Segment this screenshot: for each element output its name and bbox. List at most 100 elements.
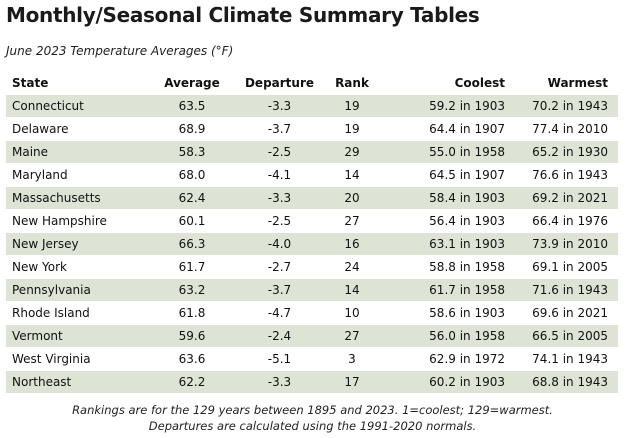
cell-rank: 20 — [327, 186, 377, 210]
cell-coolest: 64.5 in 1907 — [377, 163, 505, 187]
cell-coolest: 58.8 in 1958 — [377, 255, 505, 279]
cell-rank: 27 — [327, 324, 377, 348]
cell-rank: 3 — [327, 347, 377, 371]
cell-state: Northeast — [6, 370, 152, 393]
cell-rank: 16 — [327, 232, 377, 256]
cell-warmest: 74.1 in 1943 — [505, 347, 618, 371]
cell-rank: 19 — [327, 94, 377, 118]
cell-average: 62.4 — [152, 186, 232, 210]
table-row: West Virginia 63.6 -5.1 3 62.9 in 1972 74.1 i… — [6, 347, 618, 371]
cell-state: New York — [6, 255, 152, 279]
cell-coolest: 60.2 in 1903 — [377, 370, 505, 393]
cell-average: 66.3 — [152, 232, 232, 256]
cell-average: 61.8 — [152, 301, 232, 325]
cell-warmest: 73.9 in 2010 — [505, 232, 618, 256]
table-row: New Jersey 66.3 -4.0 16 63.1 in 1903 73.9 in … — [6, 232, 618, 256]
climate-summary-table: State Average Departure Rank Coolest War… — [6, 72, 618, 393]
cell-warmest: 71.6 in 1943 — [505, 278, 618, 302]
cell-rank: 10 — [327, 301, 377, 325]
table-body: Connecticut 63.5 -3.3 19 59.2 in 1903 70.2 in… — [6, 94, 618, 393]
cell-departure: -2.7 — [232, 255, 327, 279]
cell-warmest: 66.5 in 2005 — [505, 324, 618, 348]
cell-average: 68.0 — [152, 163, 232, 187]
cell-coolest: 62.9 in 1972 — [377, 347, 505, 371]
cell-rank: 14 — [327, 278, 377, 302]
footnote-rankings: Rankings are for the 129 years between 1… — [72, 403, 553, 417]
cell-coolest: 56.0 in 1958 — [377, 324, 505, 348]
cell-average: 68.9 — [152, 117, 232, 141]
table-row: Pennsylvania 63.2 -3.7 14 61.7 in 1958 71.6 i… — [6, 278, 618, 302]
cell-coolest: 61.7 in 1958 — [377, 278, 505, 302]
cell-coolest: 64.4 in 1907 — [377, 117, 505, 141]
cell-warmest: 69.2 in 2021 — [505, 186, 618, 210]
cell-average: 61.7 — [152, 255, 232, 279]
cell-rank: 27 — [327, 209, 377, 233]
cell-warmest: 68.8 in 1943 — [505, 370, 618, 393]
footnote-departures: Departures are calculated using the 1991… — [148, 419, 477, 433]
cell-average: 63.5 — [152, 94, 232, 118]
table-subtitle: June 2023 Temperature Averages (°F) — [6, 44, 234, 58]
table-row: Delaware 68.9 -3.7 19 64.4 in 1907 77.4 in 20… — [6, 117, 618, 141]
footnotes: Rankings are for the 129 years between 1… — [0, 402, 625, 434]
header-state: State — [12, 76, 49, 90]
table-row: New York 61.7 -2.7 24 58.8 in 1958 69.1 in 20… — [6, 255, 618, 279]
cell-warmest: 70.2 in 1943 — [505, 94, 618, 118]
cell-average: 62.2 — [152, 370, 232, 393]
page-title: Monthly/Seasonal Climate Summary Tables — [6, 3, 480, 27]
header-coolest: Coolest — [454, 76, 505, 90]
cell-coolest: 58.6 in 1903 — [377, 301, 505, 325]
table-row: Rhode Island 61.8 -4.7 10 58.6 in 1903 69.6 i… — [6, 301, 618, 325]
cell-coolest: 55.0 in 1958 — [377, 140, 505, 164]
cell-state: Connecticut — [6, 94, 152, 118]
cell-state: Vermont — [6, 324, 152, 348]
cell-state: Maine — [6, 140, 152, 164]
cell-state: Massachusetts — [6, 186, 152, 210]
cell-departure: -4.0 — [232, 232, 327, 256]
table-row: Connecticut 63.5 -3.3 19 59.2 in 1903 70.2 in… — [6, 94, 618, 118]
header-warmest: Warmest — [547, 76, 608, 90]
cell-departure: -3.3 — [232, 186, 327, 210]
cell-departure: -3.7 — [232, 117, 327, 141]
cell-rank: 14 — [327, 163, 377, 187]
cell-departure: -3.3 — [232, 94, 327, 118]
cell-warmest: 77.4 in 2010 — [505, 117, 618, 141]
cell-average: 63.6 — [152, 347, 232, 371]
cell-state: Pennsylvania — [6, 278, 152, 302]
cell-warmest: 65.2 in 1930 — [505, 140, 618, 164]
header-departure: Departure — [244, 76, 315, 90]
table-row: Massachusetts 62.4 -3.3 20 58.4 in 1903 69.2 … — [6, 186, 618, 210]
cell-coolest: 59.2 in 1903 — [377, 94, 505, 118]
cell-coolest: 63.1 in 1903 — [377, 232, 505, 256]
cell-average: 59.6 — [152, 324, 232, 348]
cell-state: New Hampshire — [6, 209, 152, 233]
cell-rank: 19 — [327, 117, 377, 141]
cell-warmest: 69.1 in 2005 — [505, 255, 618, 279]
cell-departure: -3.3 — [232, 370, 327, 393]
table-row: New Hampshire 60.1 -2.5 27 56.4 in 1903 66.4 … — [6, 209, 618, 233]
cell-warmest: 66.4 in 1976 — [505, 209, 618, 233]
cell-average: 63.2 — [152, 278, 232, 302]
cell-departure: -4.1 — [232, 163, 327, 187]
cell-departure: -3.7 — [232, 278, 327, 302]
cell-state: West Virginia — [6, 347, 152, 371]
cell-state: Rhode Island — [6, 301, 152, 325]
table-row: Maine 58.3 -2.5 29 55.0 in 1958 65.2 in 1930 — [6, 140, 618, 164]
table-row: Maryland 68.0 -4.1 14 64.5 in 1907 76.6 in 19… — [6, 163, 618, 187]
cell-departure: -4.7 — [232, 301, 327, 325]
cell-state: Delaware — [6, 117, 152, 141]
cell-average: 58.3 — [152, 140, 232, 164]
cell-coolest: 56.4 in 1903 — [377, 209, 505, 233]
cell-departure: -2.4 — [232, 324, 327, 348]
cell-warmest: 69.6 in 2021 — [505, 301, 618, 325]
cell-rank: 17 — [327, 370, 377, 393]
cell-departure: -2.5 — [232, 140, 327, 164]
table-header-row: State Average Departure Rank Coolest War… — [6, 72, 618, 95]
cell-rank: 24 — [327, 255, 377, 279]
cell-rank: 29 — [327, 140, 377, 164]
header-rank: Rank — [335, 76, 369, 90]
table-row: Northeast 62.2 -3.3 17 60.2 in 1903 68.8 in 1… — [6, 370, 618, 393]
table-row: Vermont 59.6 -2.4 27 56.0 in 1958 66.5 in 200… — [6, 324, 618, 348]
cell-average: 60.1 — [152, 209, 232, 233]
cell-departure: -2.5 — [232, 209, 327, 233]
cell-coolest: 58.4 in 1903 — [377, 186, 505, 210]
